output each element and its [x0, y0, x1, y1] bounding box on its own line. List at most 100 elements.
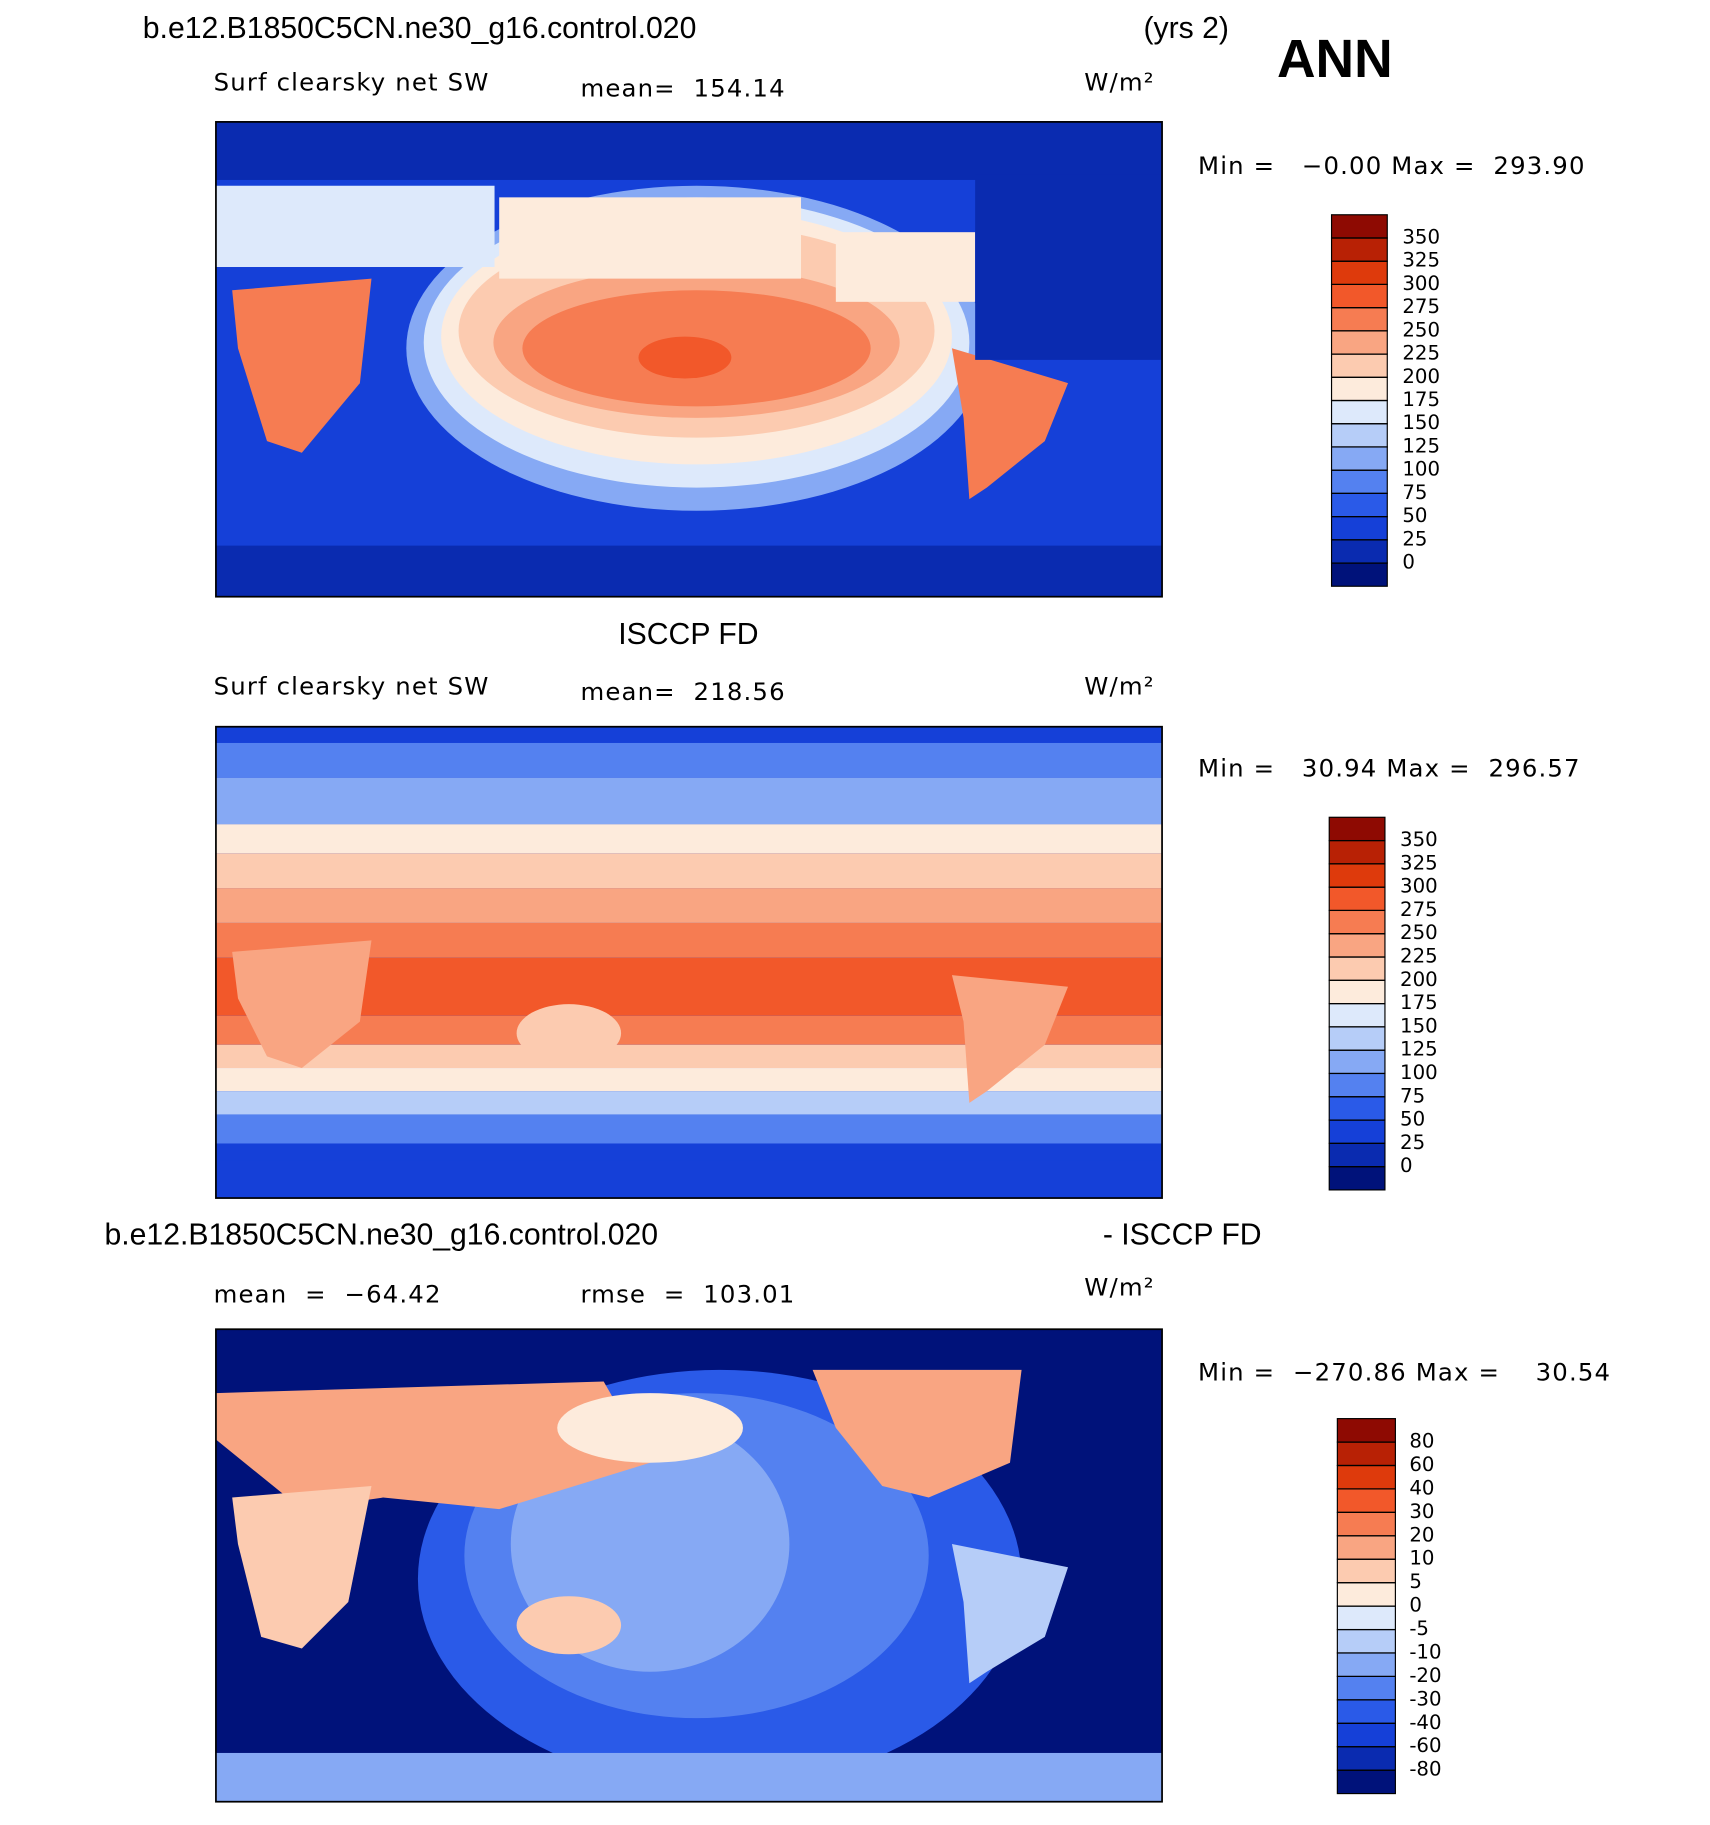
min-max: Min = −270.86 Max = 30.54: [1198, 1357, 1611, 1386]
colorbar-box: [1330, 214, 1388, 239]
colorbar-label: 175: [1400, 991, 1438, 1014]
colorbar-label: 10: [1409, 1547, 1434, 1570]
colorbar-label: 0: [1402, 551, 1415, 574]
colorbar-box: [1336, 1464, 1396, 1490]
colorbar-box: [1328, 863, 1386, 888]
colorbar-label: 75: [1402, 481, 1427, 504]
colorbar-label: 0: [1409, 1594, 1422, 1617]
colorbar-label: -5: [1409, 1617, 1429, 1640]
colorbar-label: 125: [1400, 1038, 1438, 1061]
colorbar-box: [1336, 1675, 1396, 1701]
colorbar-label: 150: [1402, 411, 1440, 434]
colorbar-label: -60: [1409, 1734, 1441, 1757]
units: W/m²: [1084, 1273, 1154, 1302]
colorbar-label: 350: [1402, 225, 1440, 248]
panel-title: ISCCP FD: [618, 618, 758, 651]
colorbar-box: [1328, 1166, 1386, 1191]
colorbar-box: [1328, 1026, 1386, 1051]
variable: Surf clearsky net SW: [214, 68, 490, 97]
colorbar-box: [1328, 933, 1386, 958]
colorbar-label: 300: [1400, 875, 1438, 898]
colorbar-label: 275: [1402, 295, 1440, 318]
colorbar-label: 100: [1400, 1061, 1438, 1084]
colorbar-label: -40: [1409, 1711, 1441, 1734]
colorbar-label: 200: [1402, 365, 1440, 388]
colorbar-label: 40: [1409, 1476, 1434, 1499]
variable: Surf clearsky net SW: [214, 671, 490, 700]
colorbar-label: 225: [1400, 945, 1438, 968]
colorbar-label: 0: [1400, 1154, 1413, 1177]
colorbar-box: [1336, 1558, 1396, 1584]
colorbar-box: [1336, 1628, 1396, 1654]
panel-title-left: b.e12.B1850C5CN.ne30_g16.control.020: [104, 1218, 658, 1251]
colorbar-label: 125: [1402, 434, 1440, 457]
colorbar-label: 250: [1400, 921, 1438, 944]
colorbar-box: [1330, 260, 1388, 285]
season: ANN: [1277, 30, 1393, 89]
colorbar-box: [1328, 956, 1386, 981]
colorbar-box: [1330, 237, 1388, 262]
colorbar-label: 275: [1400, 898, 1438, 921]
colorbar-label: 30: [1409, 1500, 1434, 1523]
units: W/m²: [1084, 68, 1154, 97]
colorbar-box: [1328, 1096, 1386, 1121]
colorbar-label: 25: [1400, 1131, 1425, 1154]
colorbar-box: [1336, 1652, 1396, 1677]
colorbar-label: -80: [1409, 1758, 1441, 1781]
map: [215, 121, 1163, 597]
colorbar-label: 80: [1409, 1430, 1434, 1453]
rmse: rmse = 103.01: [580, 1280, 795, 1309]
colorbar-label: 175: [1402, 388, 1440, 411]
colorbar-label: 5: [1409, 1570, 1422, 1593]
map: [215, 1329, 1163, 1802]
colorbar-box: [1328, 816, 1386, 842]
colorbar-box: [1330, 446, 1388, 471]
colorbar-box: [1336, 1441, 1396, 1467]
colorbar-box: [1328, 1003, 1386, 1028]
colorbar-label: 225: [1402, 342, 1440, 365]
colorbar-box: [1330, 539, 1388, 564]
mean: mean= 154.14: [580, 73, 785, 102]
colorbar-box: [1330, 399, 1388, 425]
colorbar-label: -20: [1409, 1664, 1441, 1687]
colorbar-box: [1330, 492, 1388, 518]
colorbar-box: [1336, 1511, 1396, 1537]
mean: mean = −64.42: [214, 1280, 442, 1309]
colorbar-box: [1336, 1722, 1396, 1748]
colorbar-label: 100: [1402, 458, 1440, 481]
colorbar-label: 25: [1402, 527, 1427, 550]
colorbar-label: 150: [1400, 1014, 1438, 1037]
colorbar-label: 350: [1400, 828, 1438, 851]
colorbar-box: [1330, 376, 1388, 402]
colorbar-label: 325: [1402, 249, 1440, 272]
colorbar-label: 50: [1402, 504, 1427, 527]
colorbar-label: 60: [1409, 1453, 1434, 1476]
min-max: Min = 30.94 Max = 296.57: [1198, 754, 1581, 783]
colorbar-box: [1328, 839, 1386, 865]
colorbar-box: [1330, 562, 1388, 587]
colorbar-box: [1330, 423, 1388, 448]
colorbar-box: [1336, 1535, 1396, 1560]
colorbar-label: 50: [1400, 1108, 1425, 1131]
colorbar-box: [1328, 1072, 1386, 1098]
units: W/m²: [1084, 671, 1154, 700]
colorbar-box: [1336, 1746, 1396, 1771]
colorbar-label: -30: [1409, 1687, 1441, 1710]
colorbar-box: [1328, 979, 1386, 1005]
panel-title-right: - ISCCP FD: [1103, 1218, 1262, 1251]
colorbar-label: 325: [1400, 851, 1438, 874]
colorbar-box: [1336, 1488, 1396, 1513]
mean: mean= 218.56: [580, 677, 785, 706]
colorbar-box: [1330, 307, 1388, 332]
colorbar-box: [1330, 469, 1388, 494]
colorbar-label: 250: [1402, 318, 1440, 341]
colorbar-box: [1328, 1142, 1386, 1168]
colorbar-box: [1330, 330, 1388, 355]
colorbar-label: 200: [1400, 968, 1438, 991]
colorbar-label: 300: [1402, 272, 1440, 295]
map-frame: [215, 121, 1163, 598]
colorbar-box: [1336, 1582, 1396, 1607]
min-max: Min = −0.00 Max = 293.90: [1198, 151, 1586, 180]
colorbar-box: [1330, 353, 1388, 378]
